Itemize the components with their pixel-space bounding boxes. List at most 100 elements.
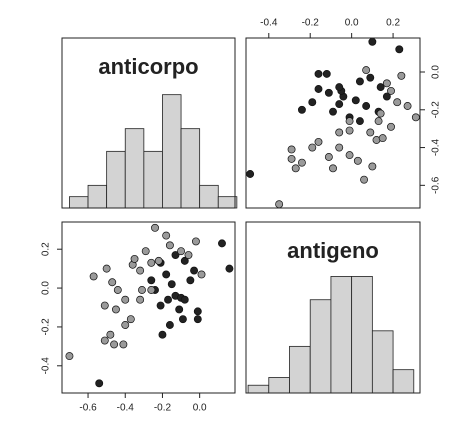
point xyxy=(355,117,364,126)
point xyxy=(297,158,306,167)
hist-bar xyxy=(351,276,373,394)
point xyxy=(308,143,317,152)
hist-bar xyxy=(247,384,270,394)
point xyxy=(362,102,371,110)
point xyxy=(218,239,226,248)
point xyxy=(287,154,296,163)
point xyxy=(353,156,362,165)
hist-bar xyxy=(124,128,145,209)
point xyxy=(156,301,165,310)
point xyxy=(308,98,317,107)
point xyxy=(351,96,360,105)
point xyxy=(362,66,371,75)
point xyxy=(111,305,120,314)
point xyxy=(382,92,391,101)
point xyxy=(395,45,404,54)
point xyxy=(225,264,234,273)
point xyxy=(158,330,167,339)
point xyxy=(335,143,344,152)
hist-bar xyxy=(371,330,394,394)
point xyxy=(397,71,406,80)
hist-bar xyxy=(106,150,126,209)
x-tick-label: 0.2 xyxy=(386,18,400,29)
point xyxy=(184,251,193,259)
point xyxy=(403,102,412,110)
point xyxy=(167,280,176,289)
panel-frame xyxy=(245,221,421,394)
point xyxy=(376,109,385,118)
point xyxy=(162,231,171,240)
panel-frame xyxy=(61,221,236,394)
x-tick-label: -0.4 xyxy=(260,18,278,29)
point xyxy=(164,295,172,304)
point xyxy=(314,69,323,78)
point xyxy=(376,83,385,92)
hist-bar xyxy=(217,196,238,209)
point xyxy=(102,264,111,273)
point xyxy=(275,200,284,209)
point xyxy=(393,98,402,107)
panel-title: anticorpo xyxy=(98,54,198,79)
point xyxy=(121,295,130,304)
point xyxy=(121,321,130,329)
point xyxy=(177,247,186,256)
point xyxy=(335,83,344,92)
hist-bar xyxy=(268,377,290,394)
point xyxy=(151,223,159,232)
point xyxy=(95,379,104,388)
point xyxy=(130,254,139,263)
point xyxy=(197,270,206,279)
point xyxy=(138,286,146,294)
y-tick-label: -0.2 xyxy=(431,101,442,119)
point xyxy=(246,170,255,178)
point xyxy=(178,315,187,324)
point xyxy=(193,307,202,316)
y-tick-label: 0.0 xyxy=(41,281,52,295)
hist-bar xyxy=(162,94,182,209)
x-tick-label: -0.6 xyxy=(79,403,97,414)
point xyxy=(324,153,333,161)
panel-frame xyxy=(245,37,421,209)
point xyxy=(89,272,98,281)
point xyxy=(147,286,156,294)
point xyxy=(119,340,128,349)
point xyxy=(314,137,323,146)
point xyxy=(193,315,202,324)
hist-bar xyxy=(199,184,219,209)
point xyxy=(141,247,150,256)
point xyxy=(335,100,344,109)
point xyxy=(136,295,145,304)
hist-bar xyxy=(87,184,108,209)
point xyxy=(147,276,156,285)
x-tick-label: -0.2 xyxy=(302,18,320,29)
hist-bar xyxy=(309,299,332,394)
point xyxy=(335,128,344,137)
hist-bar xyxy=(69,196,89,209)
y-tick-label: 0.0 xyxy=(431,65,442,79)
point xyxy=(355,77,364,86)
point xyxy=(368,162,377,171)
point xyxy=(180,295,189,304)
point xyxy=(165,321,174,329)
y-tick-label: -0.4 xyxy=(41,357,52,375)
point xyxy=(329,164,337,173)
point xyxy=(411,113,420,122)
point xyxy=(136,266,145,275)
point xyxy=(126,315,135,324)
y-tick-label: 0.2 xyxy=(41,242,52,256)
point xyxy=(378,134,387,143)
point xyxy=(190,266,199,275)
point xyxy=(180,256,189,265)
x-tick-label: 0.0 xyxy=(345,18,359,29)
point xyxy=(147,258,156,267)
point xyxy=(175,305,184,314)
point xyxy=(322,69,331,78)
point xyxy=(108,278,117,287)
point xyxy=(387,86,395,95)
hist-bar xyxy=(180,128,201,209)
point xyxy=(366,73,375,82)
point xyxy=(382,79,391,88)
point xyxy=(387,122,395,131)
hist-bar xyxy=(143,150,163,209)
